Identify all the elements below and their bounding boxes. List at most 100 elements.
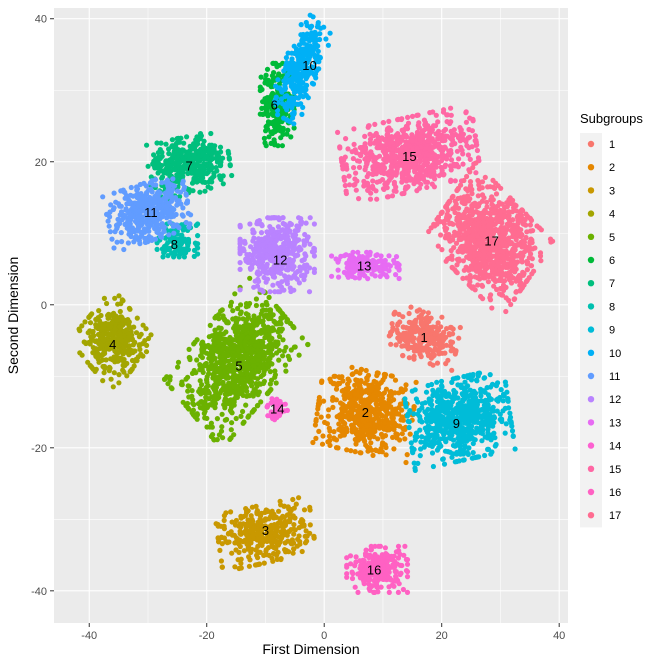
point <box>118 230 124 236</box>
point <box>322 419 328 425</box>
point <box>439 383 445 389</box>
point <box>311 221 317 227</box>
point <box>307 522 313 528</box>
point <box>314 37 320 43</box>
point <box>334 382 340 388</box>
point <box>138 331 144 337</box>
point <box>226 156 232 162</box>
point <box>240 408 246 415</box>
point <box>443 361 449 367</box>
point <box>427 340 433 347</box>
point <box>411 348 417 354</box>
point <box>232 395 239 401</box>
point <box>503 382 509 388</box>
point <box>121 328 127 334</box>
point <box>269 361 275 367</box>
point <box>406 355 412 361</box>
point <box>431 341 437 347</box>
point <box>330 404 336 410</box>
point <box>258 319 264 325</box>
point <box>238 565 244 571</box>
point <box>292 228 298 234</box>
point <box>371 378 377 384</box>
point <box>115 301 121 307</box>
point <box>221 523 227 529</box>
point <box>273 83 279 89</box>
point <box>251 313 257 319</box>
point <box>299 48 305 54</box>
point <box>233 517 239 524</box>
point <box>219 336 225 342</box>
point <box>173 145 179 151</box>
series-4 <box>76 293 154 390</box>
point <box>252 249 258 255</box>
point <box>307 504 313 510</box>
point <box>123 341 129 347</box>
point <box>212 315 218 321</box>
point <box>409 388 415 394</box>
point <box>307 241 313 247</box>
point <box>226 400 232 407</box>
point <box>222 358 228 365</box>
point <box>111 190 117 196</box>
point <box>159 197 165 203</box>
point <box>495 398 501 404</box>
point <box>269 215 275 221</box>
point <box>207 322 213 328</box>
point <box>269 93 275 99</box>
point <box>423 389 430 395</box>
point <box>500 391 507 397</box>
point <box>419 345 425 351</box>
point <box>331 429 337 435</box>
point <box>129 348 136 354</box>
point <box>186 394 192 400</box>
point <box>143 326 149 332</box>
point <box>261 322 267 328</box>
point <box>288 262 294 268</box>
point <box>100 324 107 330</box>
point <box>261 560 267 566</box>
point <box>303 45 309 51</box>
point <box>386 421 392 427</box>
point <box>407 344 413 351</box>
point <box>454 415 460 421</box>
point <box>232 522 239 528</box>
point <box>295 268 301 275</box>
point <box>278 135 284 141</box>
point <box>464 427 470 433</box>
point <box>211 146 217 152</box>
point <box>348 400 354 406</box>
point <box>290 550 296 556</box>
point <box>345 381 351 387</box>
point <box>218 149 224 155</box>
point <box>383 386 389 392</box>
point <box>263 547 269 553</box>
point <box>186 406 192 412</box>
point <box>289 50 295 56</box>
point <box>474 425 480 431</box>
point <box>248 538 254 544</box>
point <box>407 431 413 437</box>
point <box>261 378 267 384</box>
point <box>276 508 282 514</box>
point <box>478 393 484 399</box>
point <box>252 278 258 284</box>
point <box>137 346 143 352</box>
point <box>269 120 275 126</box>
point <box>238 524 244 530</box>
point <box>285 242 291 248</box>
point <box>279 143 285 149</box>
point <box>313 44 319 50</box>
point <box>417 414 423 420</box>
point <box>486 397 492 403</box>
point <box>116 293 122 299</box>
point <box>258 399 264 405</box>
point <box>255 561 261 568</box>
point <box>280 260 286 266</box>
point <box>111 330 117 336</box>
point <box>231 370 237 376</box>
point <box>248 513 254 519</box>
point <box>247 557 253 563</box>
point <box>244 346 250 352</box>
point <box>408 440 414 446</box>
